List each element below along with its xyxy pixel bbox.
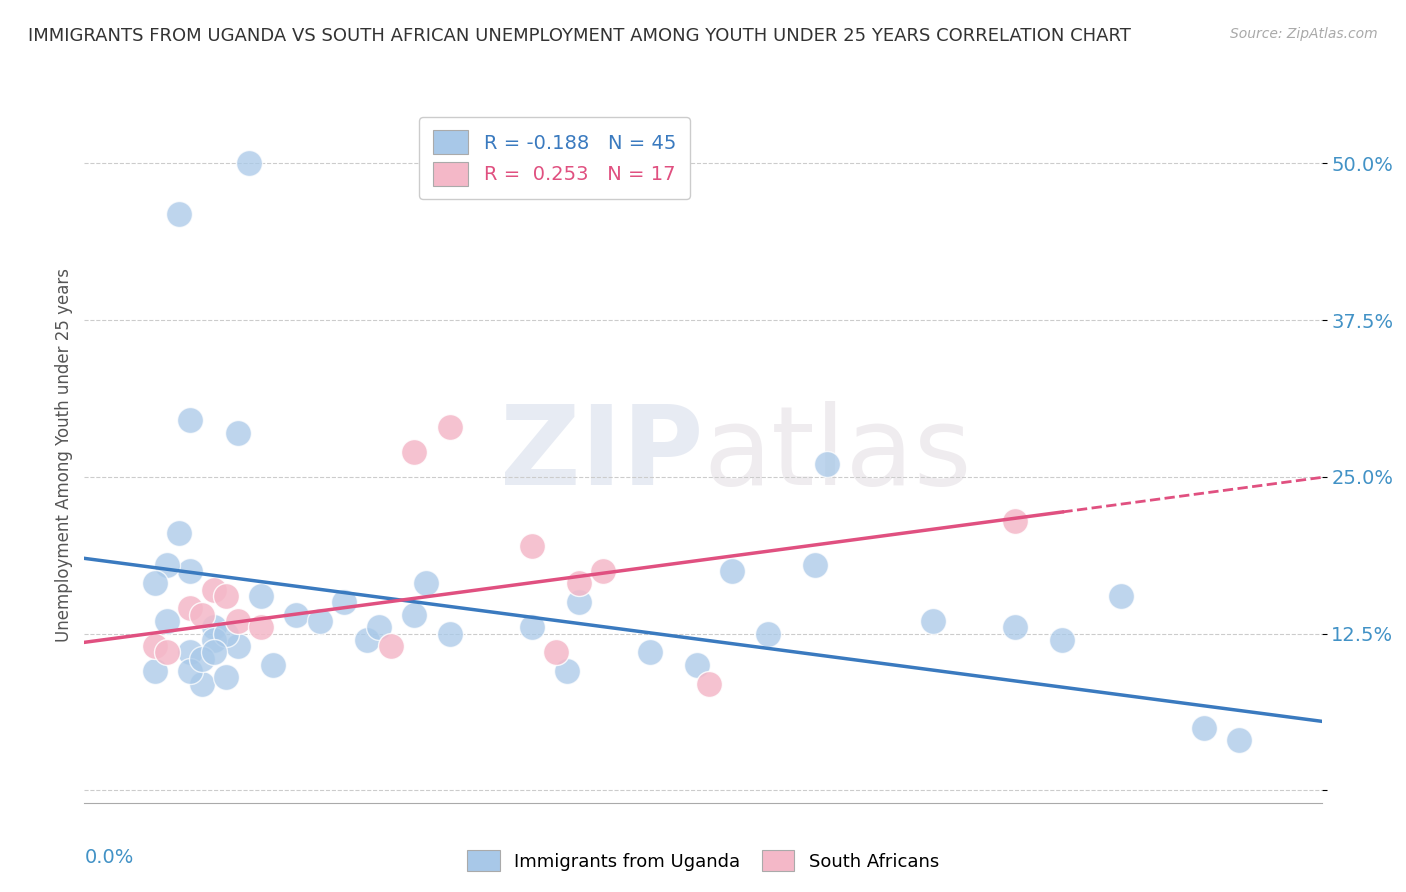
Point [415, 576, 437, 591]
Point [191, 651, 214, 665]
Point [1227, 733, 1250, 747]
Point [226, 639, 249, 653]
Y-axis label: Unemployment Among Youth under 25 years: Unemployment Among Youth under 25 years [55, 268, 73, 642]
Point [1192, 721, 1215, 735]
Point [191, 676, 214, 690]
Point [697, 676, 720, 690]
Point [368, 620, 391, 634]
Point [592, 564, 614, 578]
Point [250, 620, 273, 634]
Point [156, 558, 179, 572]
Point [179, 413, 201, 427]
Point [179, 645, 201, 659]
Point [226, 425, 249, 440]
Point [202, 620, 225, 634]
Point [921, 614, 943, 628]
Point [238, 156, 260, 170]
Point [202, 582, 225, 597]
Point [815, 458, 838, 472]
Point [439, 626, 461, 640]
Point [1052, 632, 1074, 647]
Point [202, 645, 225, 659]
Point [156, 614, 179, 628]
Point [156, 645, 179, 659]
Point [215, 670, 238, 684]
Text: 0.0%: 0.0% [84, 848, 134, 867]
Text: atlas: atlas [703, 401, 972, 508]
Point [191, 607, 214, 622]
Point [202, 632, 225, 647]
Point [686, 657, 709, 672]
Point [1004, 514, 1026, 528]
Point [804, 558, 827, 572]
Point [332, 595, 354, 609]
Point [285, 607, 308, 622]
Point [356, 632, 378, 647]
Point [638, 645, 661, 659]
Point [179, 601, 201, 615]
Point [380, 639, 402, 653]
Point [544, 645, 567, 659]
Point [404, 607, 426, 622]
Point [167, 206, 190, 220]
Text: Source: ZipAtlas.com: Source: ZipAtlas.com [1230, 27, 1378, 41]
Text: IMMIGRANTS FROM UGANDA VS SOUTH AFRICAN UNEMPLOYMENT AMONG YOUTH UNDER 25 YEARS : IMMIGRANTS FROM UGANDA VS SOUTH AFRICAN … [28, 27, 1130, 45]
Point [309, 614, 332, 628]
Point [167, 526, 190, 541]
Text: ZIP: ZIP [499, 401, 703, 508]
Point [520, 620, 543, 634]
Point [557, 664, 579, 678]
Point [439, 419, 461, 434]
Point [1004, 620, 1026, 634]
Point [756, 626, 779, 640]
Point [1111, 589, 1133, 603]
Legend: R = -0.188   N = 45, R =  0.253   N = 17: R = -0.188 N = 45, R = 0.253 N = 17 [419, 117, 689, 199]
Point [404, 444, 426, 458]
Point [250, 589, 273, 603]
Legend: Immigrants from Uganda, South Africans: Immigrants from Uganda, South Africans [460, 843, 946, 879]
Point [520, 539, 543, 553]
Point [179, 564, 201, 578]
Point [226, 614, 249, 628]
Point [179, 664, 201, 678]
Point [721, 564, 744, 578]
Point [215, 626, 238, 640]
Point [215, 589, 238, 603]
Point [143, 664, 166, 678]
Point [262, 657, 284, 672]
Point [143, 576, 166, 591]
Point [143, 639, 166, 653]
Point [568, 576, 591, 591]
Point [568, 595, 591, 609]
